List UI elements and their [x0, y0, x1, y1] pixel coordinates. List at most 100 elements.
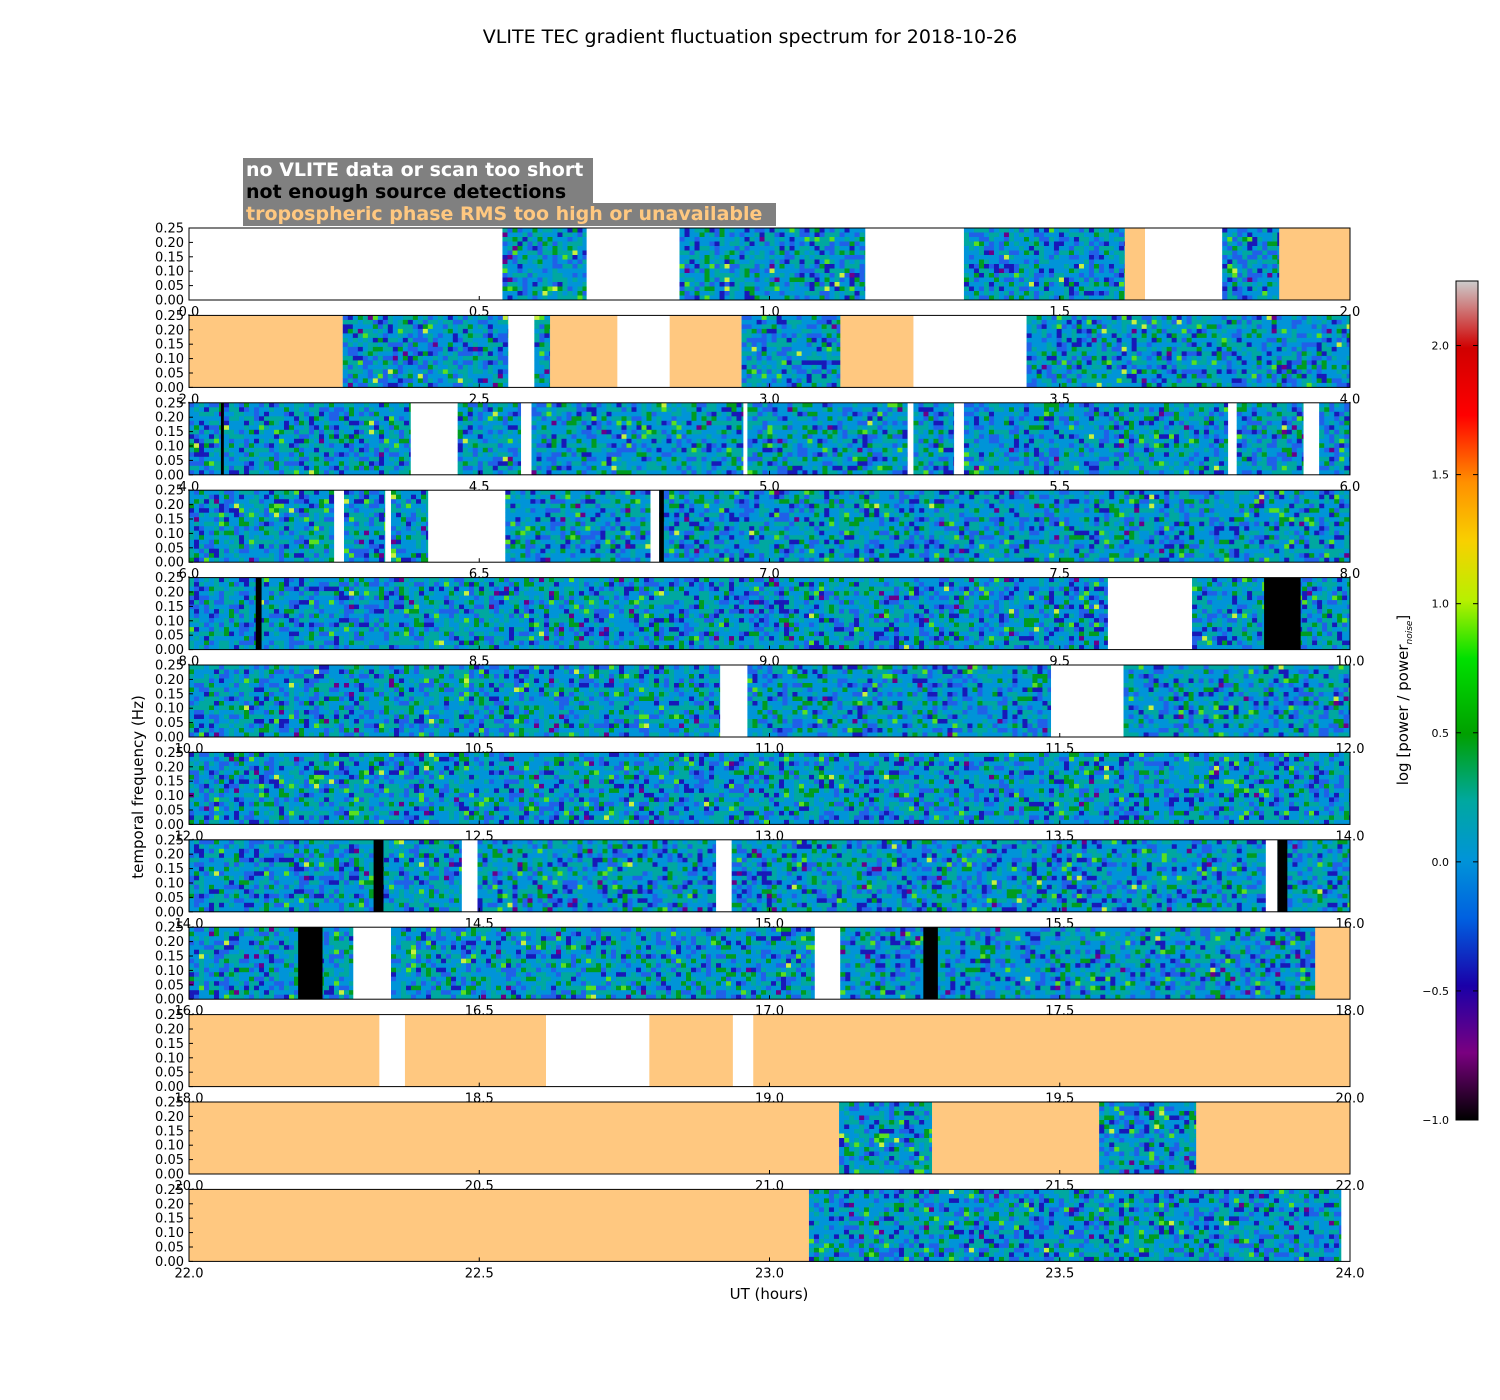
heatmap-cell — [1004, 251, 1009, 256]
heatmap-cell — [755, 246, 760, 251]
heatmap-cell — [512, 291, 517, 296]
heatmap-cell — [715, 233, 720, 238]
heatmap-cell — [1084, 291, 1089, 296]
heatmap-cell — [1014, 233, 1019, 238]
heatmap-cell — [1049, 264, 1054, 269]
heatmap-cell — [770, 233, 775, 238]
heatmap-cell — [512, 246, 517, 251]
heatmap-cell — [720, 282, 725, 287]
heatmap-cell — [805, 251, 810, 256]
heatmap-cell — [775, 278, 780, 283]
heatmap-cell — [695, 282, 700, 287]
heatmap-cell — [685, 255, 690, 260]
heatmap-cell — [974, 264, 979, 269]
heatmap-cell — [825, 278, 830, 283]
heatmap-cell — [969, 264, 974, 269]
heatmap-cell — [1074, 291, 1079, 296]
heatmap-cell — [562, 251, 567, 256]
heatmap-cell — [795, 233, 800, 238]
heatmap-cell — [1019, 228, 1024, 233]
heatmap-cell — [750, 273, 755, 278]
heatmap-cell — [825, 260, 830, 265]
heatmap-cell — [775, 269, 780, 274]
heatmap-cell — [695, 260, 700, 265]
heatmap-cell — [547, 269, 552, 274]
heatmap-cell — [552, 282, 557, 287]
heatmap-cell — [825, 269, 830, 274]
heatmap-cell — [760, 282, 765, 287]
heatmap-cell — [989, 273, 994, 278]
heatmap-cell — [855, 282, 860, 287]
heatmap-cell — [1004, 228, 1009, 233]
heatmap-cell — [542, 278, 547, 283]
heatmap-cell — [552, 233, 557, 238]
heatmap-cell — [1054, 264, 1059, 269]
heatmap-cell — [512, 255, 517, 260]
heatmap-cell — [710, 264, 715, 269]
heatmap-cell — [705, 260, 710, 265]
heatmap-cell — [557, 255, 562, 260]
heatmap-cell — [700, 278, 705, 283]
heatmap-cell — [745, 260, 750, 265]
heatmap-cell — [1084, 273, 1089, 278]
heatmap-cell — [1059, 269, 1064, 274]
heatmap-cell — [1009, 255, 1014, 260]
heatmap-cell — [979, 287, 984, 292]
heatmap-cell — [760, 237, 765, 242]
heatmap-cell — [994, 278, 999, 283]
heatmap-cell — [532, 269, 537, 274]
heatmap-cell — [969, 237, 974, 242]
heatmap-cell — [690, 237, 695, 242]
heatmap-cell — [542, 246, 547, 251]
heatmap-cell — [775, 273, 780, 278]
heatmap-cell — [552, 255, 557, 260]
heatmap-cell — [775, 264, 780, 269]
heatmap-cell — [1084, 278, 1089, 283]
heatmap-cell — [517, 264, 522, 269]
heatmap-cell — [1084, 260, 1089, 265]
heatmap-cell — [730, 242, 735, 247]
heatmap-cell — [825, 287, 830, 292]
heatmap-cell — [755, 251, 760, 256]
heatmap-cell — [800, 287, 805, 292]
heatmap-cell — [979, 251, 984, 256]
heatmap-cell — [507, 242, 512, 247]
heatmap-cell — [765, 269, 770, 274]
heatmap-cell — [502, 237, 507, 242]
heatmap-cell — [1069, 251, 1074, 256]
heatmap-cell — [1064, 242, 1069, 247]
heatmap-cell — [994, 282, 999, 287]
heatmap-cell — [840, 233, 845, 238]
heatmap-cell — [680, 237, 685, 242]
heatmap-cell — [720, 233, 725, 238]
heatmap-cell — [522, 260, 527, 265]
heatmap-cell — [964, 278, 969, 283]
heatmap-cell — [855, 269, 860, 274]
heatmap-cell — [502, 255, 507, 260]
heatmap-cell — [577, 291, 582, 296]
heatmap-cell — [690, 264, 695, 269]
heatmap-cell — [845, 273, 850, 278]
heatmap-cell — [964, 237, 969, 242]
heatmap-cell — [800, 237, 805, 242]
heatmap-cell — [770, 251, 775, 256]
heatmap-cell — [760, 233, 765, 238]
heatmap-cell — [700, 242, 705, 247]
heatmap-cell — [770, 273, 775, 278]
heatmap-cell — [785, 242, 790, 247]
heatmap-cell — [680, 246, 685, 251]
heatmap-cell — [567, 282, 572, 287]
heatmap-cell — [790, 264, 795, 269]
heatmap-cell — [685, 260, 690, 265]
heatmap-cell — [790, 273, 795, 278]
heatmap-cell — [1084, 287, 1089, 292]
heatmap-cell — [1069, 246, 1074, 251]
heatmap-cell — [1034, 242, 1039, 247]
heatmap-cell — [557, 291, 562, 296]
heatmap-cell — [964, 282, 969, 287]
heatmap-cell — [1044, 278, 1049, 283]
heatmap-cell — [745, 264, 750, 269]
heatmap-cell — [770, 291, 775, 296]
heatmap-cell — [577, 278, 582, 283]
heatmap-cell — [1004, 246, 1009, 251]
